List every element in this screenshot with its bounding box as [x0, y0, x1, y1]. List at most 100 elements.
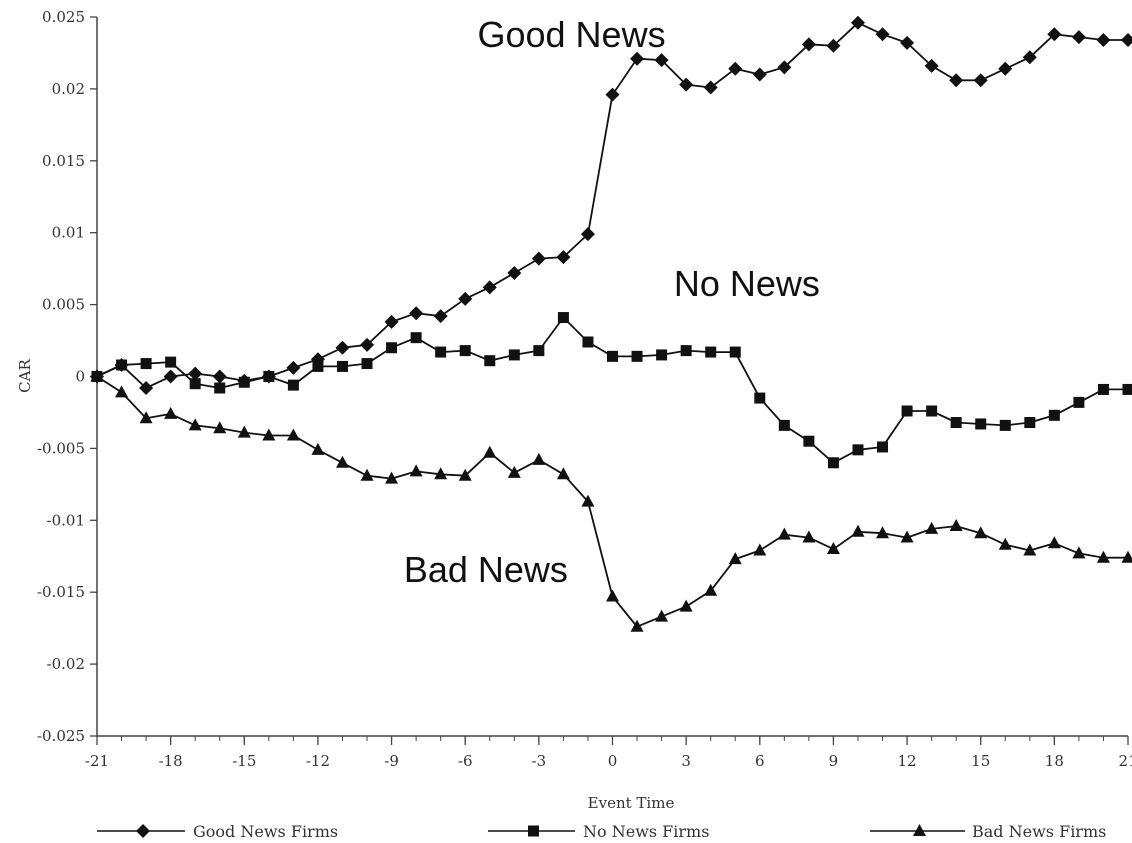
x-tick-label: -21	[85, 752, 109, 770]
data-point-no-news-firms	[508, 349, 520, 361]
data-point-good-news-firms	[777, 60, 792, 75]
y-tick-label: 0	[75, 368, 85, 386]
y-tick-label: 0.02	[52, 80, 85, 98]
data-point-good-news-firms	[482, 280, 497, 295]
legend-marker	[528, 825, 539, 837]
legend-label: No News Firms	[583, 822, 709, 841]
data-point-no-news-firms	[827, 457, 839, 469]
data-point-good-news-firms	[531, 251, 546, 266]
data-point-no-news-firms	[778, 419, 790, 431]
series-layer	[90, 15, 1132, 632]
y-tick-label: 0.025	[42, 8, 85, 26]
data-point-no-news-firms	[656, 349, 668, 361]
data-point-bad-news-firms	[998, 537, 1012, 550]
data-point-bad-news-firms	[679, 599, 693, 612]
data-point-bad-news-firms	[139, 411, 153, 424]
data-point-no-news-firms	[165, 356, 177, 368]
data-point-no-news-firms	[1073, 396, 1085, 408]
data-point-good-news-firms	[212, 369, 227, 384]
data-point-no-news-firms	[410, 332, 422, 344]
data-point-good-news-firms	[458, 291, 473, 306]
data-point-no-news-firms	[435, 346, 447, 358]
data-point-bad-news-firms	[925, 521, 939, 534]
data-point-no-news-firms	[877, 441, 889, 453]
data-point-bad-news-firms	[949, 519, 963, 532]
data-point-bad-news-firms	[581, 494, 595, 507]
data-point-bad-news-firms	[802, 530, 816, 543]
x-tick-label: -18	[159, 752, 183, 770]
data-point-bad-news-firms	[1072, 546, 1086, 559]
y-tick-label: -0.015	[37, 583, 85, 601]
data-point-good-news-firms	[630, 51, 645, 66]
x-tick-label: 15	[971, 752, 990, 770]
y-ticks: 0.025 0.02 0.015 0.01 0.005 0 -0.005 -0.01 -0.01…	[37, 8, 97, 745]
data-point-bad-news-firms	[409, 464, 423, 477]
data-point-no-news-firms	[754, 392, 766, 404]
data-point-bad-news-firms	[458, 468, 472, 481]
data-point-bad-news-firms	[262, 428, 276, 441]
series-line-bad-news-firms	[96, 375, 1128, 628]
data-point-bad-news-firms	[311, 442, 325, 455]
x-tick-label: -9	[384, 752, 399, 770]
x-tick-label: -6	[458, 752, 473, 770]
data-point-good-news-firms	[556, 250, 571, 265]
axes	[96, 17, 1128, 737]
data-point-good-news-firms	[703, 80, 718, 95]
data-point-good-news-firms	[1071, 30, 1086, 45]
data-point-good-news-firms	[973, 73, 988, 88]
data-point-no-news-firms	[680, 345, 692, 357]
data-point-bad-news-firms	[1121, 550, 1132, 563]
annotations: Good News No News Bad News	[404, 14, 820, 590]
data-point-no-news-firms	[1097, 383, 1109, 395]
data-point-bad-news-firms	[876, 526, 890, 539]
x-tick-label: 18	[1045, 752, 1064, 770]
data-point-good-news-firms	[433, 309, 448, 324]
data-point-no-news-firms	[852, 444, 864, 456]
data-point-good-news-firms	[1121, 33, 1132, 48]
data-point-bad-news-firms	[360, 468, 374, 481]
data-point-no-news-firms	[999, 419, 1011, 431]
annotation-no-news: No News	[674, 263, 820, 304]
y-tick-label: -0.02	[47, 655, 85, 673]
data-point-no-news-firms	[557, 312, 569, 324]
x-tick-label: 0	[608, 752, 618, 770]
data-point-bad-news-firms	[900, 530, 914, 543]
data-point-bad-news-firms	[974, 526, 988, 539]
data-point-no-news-firms	[901, 405, 913, 417]
data-point-no-news-firms	[950, 417, 962, 429]
data-point-good-news-firms	[924, 58, 939, 73]
x-tick-label: 9	[829, 752, 839, 770]
data-point-bad-news-firms	[385, 471, 399, 484]
data-point-bad-news-firms	[1096, 550, 1110, 563]
data-point-good-news-firms	[654, 53, 669, 68]
data-point-no-news-firms	[361, 358, 373, 370]
data-point-good-news-firms	[949, 73, 964, 88]
data-point-no-news-firms	[116, 359, 128, 371]
data-point-good-news-firms	[188, 366, 203, 381]
data-point-good-news-firms	[163, 369, 178, 384]
data-point-good-news-firms	[360, 337, 375, 352]
y-tick-label: -0.025	[37, 727, 85, 745]
data-point-bad-news-firms	[777, 527, 791, 540]
y-tick-label: -0.005	[37, 439, 85, 457]
legend-item-bad-news-firms: Bad News Firms	[870, 822, 1106, 841]
data-point-bad-news-firms	[532, 452, 546, 465]
data-point-no-news-firms	[238, 376, 250, 388]
data-point-good-news-firms	[384, 314, 399, 329]
data-point-bad-news-firms	[728, 552, 742, 565]
data-point-no-news-firms	[729, 346, 741, 358]
data-point-no-news-firms	[189, 378, 201, 390]
data-point-bad-news-firms	[213, 421, 227, 434]
data-point-good-news-firms	[752, 67, 767, 82]
x-tick-label: 12	[898, 752, 917, 770]
data-point-bad-news-firms	[851, 524, 865, 537]
data-point-good-news-firms	[679, 77, 694, 92]
data-point-no-news-firms	[287, 379, 299, 391]
data-point-no-news-firms	[607, 350, 618, 362]
data-point-bad-news-firms	[188, 418, 202, 431]
series-bad-news-firms	[90, 369, 1132, 632]
data-point-bad-news-firms	[434, 467, 448, 480]
data-point-bad-news-firms	[483, 445, 497, 458]
data-point-no-news-firms	[386, 342, 398, 354]
